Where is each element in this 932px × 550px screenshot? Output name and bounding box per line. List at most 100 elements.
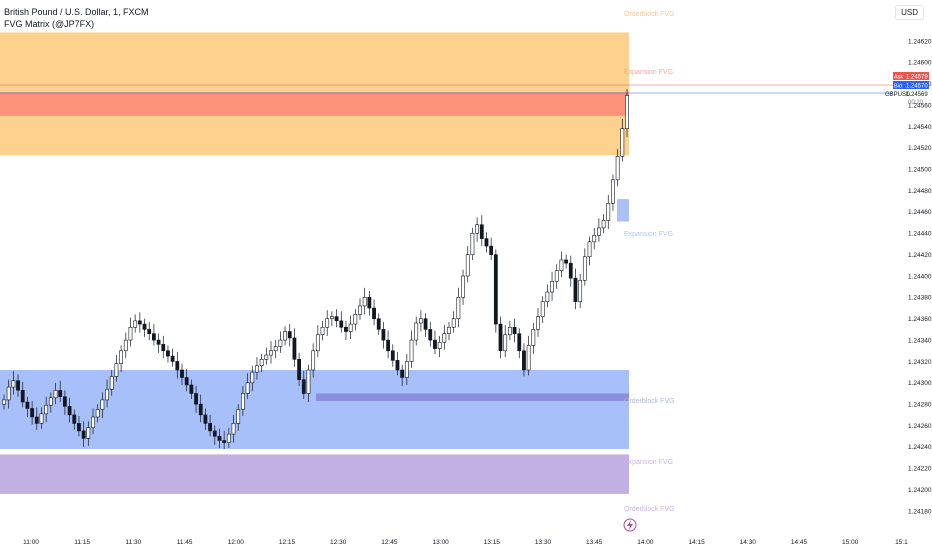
candle-body (212, 430, 217, 437)
candle-body (287, 331, 292, 339)
candle-body (386, 339, 391, 352)
candle-body (564, 259, 569, 264)
last-value: 1.24569 (906, 92, 928, 98)
candle-body (2, 399, 6, 405)
candle-body (611, 179, 615, 204)
candle-body (400, 369, 405, 378)
price-tick-label: 1.24600 (908, 60, 932, 67)
candle-body (161, 344, 166, 352)
candle-body (517, 333, 522, 352)
candle-body (344, 326, 348, 332)
candle-body (615, 156, 620, 181)
time-tick-label: 11:00 (23, 539, 39, 546)
candle-body (236, 409, 241, 424)
candle-body (269, 350, 273, 356)
fvg-zone (316, 393, 629, 401)
candle-body (306, 369, 311, 394)
candle-body (292, 337, 297, 360)
candle-body (592, 235, 597, 243)
candle-body (348, 323, 353, 332)
price-tick-label: 1.24300 (908, 380, 932, 387)
candle-body (16, 380, 20, 391)
time-tick-label: 13:45 (586, 539, 603, 546)
last-symbol: GBPUSD (885, 92, 911, 98)
time-tick-label: 11:15 (74, 539, 90, 546)
price-tick-label: 1.24360 (908, 316, 932, 323)
time-tick-label: 12:30 (330, 539, 347, 546)
candle-body (395, 360, 400, 371)
candle-body (550, 281, 554, 293)
candle-body (240, 393, 245, 410)
candle-body (311, 350, 316, 371)
price-axis[interactable]: 1.246201.246001.245801.245601.245401.245… (908, 38, 932, 515)
candle-body (493, 254, 498, 325)
candle-body (470, 232, 475, 255)
candle-body (128, 326, 133, 341)
time-axis[interactable]: 11:00 11:15 11:30 11:45 12:00 12:15 12:30 12:45… (23, 539, 908, 546)
candle-body (34, 416, 39, 424)
candle-body (315, 334, 320, 352)
price-tick-label: 1.24260 (908, 423, 932, 430)
candle-body (297, 359, 302, 380)
candle-body (596, 227, 601, 236)
candle-body (568, 262, 573, 279)
time-tick-label: 12:00 (228, 539, 245, 546)
candle-body (461, 275, 465, 298)
candle-body (531, 329, 536, 346)
candle-body (601, 220, 606, 229)
price-tick-label: 1.24520 (908, 145, 932, 152)
price-tick-label: 1.24460 (908, 209, 932, 216)
fvg-zone (0, 454, 629, 494)
symbol-title[interactable]: British Pound / U.S. Dollar, 1, FXCM (4, 7, 149, 17)
candle-body (203, 414, 208, 424)
candle-body (180, 369, 184, 378)
time-tick-label: 14:45 (791, 539, 808, 546)
candle-body (264, 354, 269, 360)
time-tick-label: 13:15 (484, 539, 501, 546)
candle-body (30, 408, 35, 418)
bid-tag-bg (893, 81, 903, 89)
candle-body (231, 423, 236, 435)
candle-body (156, 339, 161, 345)
lightning-icon[interactable] (623, 518, 637, 532)
fvg-zone-labels: Orderblock FVG Expansion FVG Expansion FVG… (624, 11, 675, 513)
candle-body (573, 277, 578, 302)
candle-body (582, 256, 587, 281)
candle-body (95, 409, 100, 418)
candle-body (105, 388, 109, 401)
price-tick-label: 1.24560 (908, 102, 932, 109)
candle-body (587, 241, 592, 258)
candle-body (20, 389, 25, 403)
candle-body (217, 435, 222, 441)
candle-body (489, 245, 494, 255)
time-tick-label: 12:15 (279, 539, 296, 546)
currency-button[interactable]: USD (895, 5, 924, 20)
candle-body (578, 279, 583, 302)
price-tick-label: 1.24480 (908, 188, 932, 195)
candle-body (245, 382, 250, 394)
time-tick-label: 15:1 (895, 539, 908, 546)
time-tick-label: 12:45 (381, 539, 398, 546)
time-tick-label: 13:30 (535, 539, 552, 546)
candle-body (433, 339, 437, 349)
time-tick-label: 14:30 (740, 539, 757, 546)
candle-body (119, 350, 124, 364)
candle-body (6, 386, 11, 401)
indicator-title[interactable]: FVG Matrix (@JP7FX) (4, 19, 95, 29)
time-tick-label: 14:00 (637, 539, 654, 546)
candle-body (418, 318, 423, 324)
fvg-zone-label: Orderblock FVG (624, 506, 675, 513)
candle-body (58, 389, 63, 398)
candle-body (522, 350, 526, 371)
candle-body (353, 314, 358, 325)
candle-body (376, 318, 381, 330)
candle-body (53, 389, 58, 399)
candle-body (86, 427, 91, 439)
candle-body (456, 297, 461, 320)
candle-body (48, 397, 53, 406)
fvg-zone-label: Orderblock FVG (624, 11, 675, 18)
candle-body (189, 384, 194, 394)
fvg-zone-label: Orderblock FVG (624, 398, 675, 405)
price-tick-label: 1.24280 (908, 401, 932, 408)
